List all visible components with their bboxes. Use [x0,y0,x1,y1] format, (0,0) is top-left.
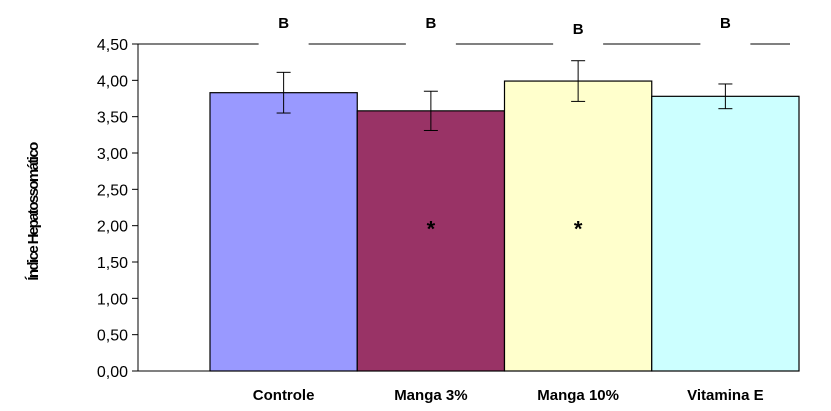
x-tick-label: Controle [253,387,315,404]
y-tick-label: 2,50 [97,182,128,199]
errorbars-layer [276,60,733,131]
significance-asterisk: * [427,217,436,242]
y-tick-label: 0,00 [97,364,128,381]
bars-layer [209,80,800,372]
significance-letter: B [720,15,731,32]
y-tick-label: 4,00 [97,73,128,90]
labels-layer: Controle B Manga 3% B Manga 10% B Vitamina E B *… [253,15,764,404]
y-axis-title: Índice Hepatossomático [25,142,42,281]
y-tick-label: 1,00 [97,291,128,308]
y-tick-label: 4,50 [97,37,128,54]
significance-asterisk: * [574,217,583,242]
y-tick-label: 0,50 [97,328,128,345]
x-tick-label: Vitamina E [687,387,763,404]
y-tick-label: 3,50 [97,110,128,127]
y-tick-label: 2,00 [97,219,128,236]
bar [209,92,358,372]
significance-letter: B [278,15,289,32]
significance-letter: B [425,15,436,32]
y-tick-label: 3,00 [97,146,128,163]
bar [503,80,653,372]
bar [651,95,800,372]
bar [356,110,506,372]
x-tick-label: Manga 3% [394,387,467,404]
significance-letter: B [573,21,584,38]
y-axis-title-group: Índice Hepatossomático [25,142,42,281]
y-tick-label: 1,50 [97,255,128,272]
x-tick-label: Manga 10% [537,387,619,404]
